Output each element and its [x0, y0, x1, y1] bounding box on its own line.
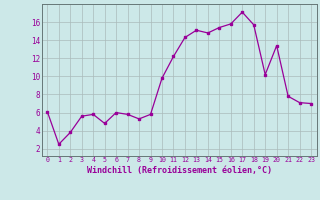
- X-axis label: Windchill (Refroidissement éolien,°C): Windchill (Refroidissement éolien,°C): [87, 166, 272, 175]
